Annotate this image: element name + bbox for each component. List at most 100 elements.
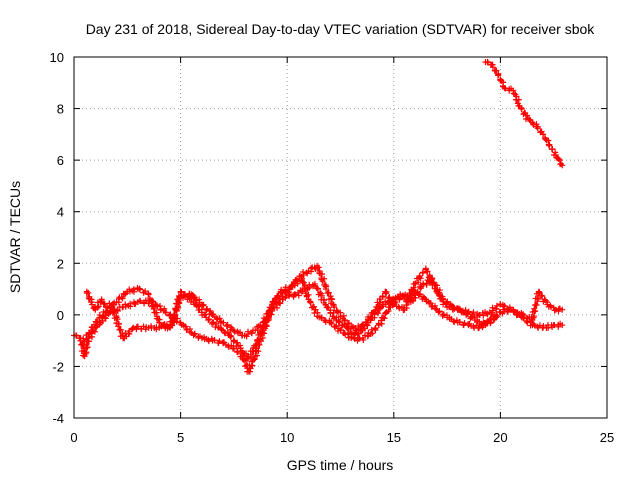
data-point <box>379 293 386 300</box>
data-point <box>83 290 90 297</box>
data-point <box>333 322 340 329</box>
data-point <box>142 288 149 295</box>
data-point <box>412 294 419 301</box>
data-point <box>162 309 169 316</box>
data-point <box>153 315 160 322</box>
data-point <box>205 336 212 343</box>
data-point <box>196 296 203 303</box>
data-point <box>335 317 342 324</box>
data-point <box>372 307 379 314</box>
data-point <box>291 282 298 289</box>
data-point <box>328 296 335 303</box>
data-point <box>409 298 416 305</box>
data-point <box>330 301 337 308</box>
data-point <box>344 325 351 332</box>
data-point <box>337 326 344 333</box>
axis-ticks: 0 5 10 15 20 25 -4 -2 0 2 4 6 8 10 <box>50 50 615 445</box>
data-point <box>171 311 178 318</box>
data-point <box>330 309 337 316</box>
data-point <box>137 286 144 293</box>
data-point <box>206 316 213 323</box>
data-point <box>400 292 407 299</box>
data-point <box>323 285 330 292</box>
data-point <box>378 320 385 327</box>
data-point <box>539 292 546 299</box>
data-point <box>559 322 566 329</box>
data-point <box>331 303 338 310</box>
data-point <box>195 307 202 314</box>
data-point <box>374 310 381 317</box>
data-point <box>230 338 237 345</box>
data-point <box>470 309 477 316</box>
data-point <box>230 327 237 334</box>
data-point <box>181 291 188 298</box>
data-point <box>546 142 553 149</box>
data-point <box>259 334 266 341</box>
data-point <box>237 329 244 336</box>
data-point <box>227 333 234 340</box>
data-point <box>293 276 300 283</box>
data-point <box>433 282 440 289</box>
data-point <box>324 304 331 311</box>
data-point <box>224 321 231 328</box>
data-point <box>484 310 491 317</box>
data-point <box>148 323 155 330</box>
data-point <box>524 112 531 119</box>
data-point <box>211 337 218 344</box>
data-point <box>530 321 537 328</box>
data-point <box>244 328 251 335</box>
y-axis-label: SDTVAR / TECUs <box>7 181 23 293</box>
data-point <box>369 330 376 337</box>
data-point <box>341 330 348 337</box>
data-point <box>372 325 379 332</box>
data-point <box>318 292 325 299</box>
data-point <box>454 305 461 312</box>
data-point <box>367 313 374 320</box>
data-point <box>200 302 207 309</box>
y-tick-label: 2 <box>57 256 64 271</box>
data-point <box>88 327 95 334</box>
data-point <box>181 291 188 298</box>
data-point <box>89 301 96 308</box>
data-point <box>183 326 190 333</box>
x-tick-label: 0 <box>70 430 77 445</box>
x-tick-label: 20 <box>493 430 507 445</box>
data-point <box>484 58 491 65</box>
data-point <box>150 305 157 312</box>
data-point <box>509 306 516 313</box>
data-point <box>216 338 223 345</box>
data-point <box>118 294 125 301</box>
x-tick-label: 10 <box>280 430 294 445</box>
data-point <box>172 306 179 313</box>
data-point <box>203 307 210 314</box>
data-point <box>248 330 255 337</box>
data-point <box>503 305 510 312</box>
data-point <box>375 303 382 310</box>
data-point <box>386 294 393 301</box>
data-point <box>377 299 384 306</box>
data-point <box>137 298 144 305</box>
data-point <box>383 290 390 297</box>
data-point <box>157 306 164 313</box>
data-point <box>531 305 538 312</box>
data-point <box>456 318 463 325</box>
data-point <box>89 333 96 340</box>
y-tick-label: 4 <box>57 205 64 220</box>
data-point <box>314 285 321 292</box>
data-point <box>253 341 260 348</box>
x-axis-label: GPS time / hours <box>287 457 394 473</box>
data-point <box>494 72 501 79</box>
data-point <box>273 298 280 305</box>
x-tick-label: 15 <box>387 430 401 445</box>
data-point <box>334 308 341 315</box>
data-point <box>493 306 500 312</box>
data-point <box>468 314 475 321</box>
data-point <box>220 319 227 326</box>
data-point <box>207 307 214 314</box>
data-point <box>319 271 326 278</box>
data-point <box>510 87 517 94</box>
data-point <box>464 310 471 317</box>
data-point <box>380 314 387 321</box>
data-point <box>428 303 435 310</box>
